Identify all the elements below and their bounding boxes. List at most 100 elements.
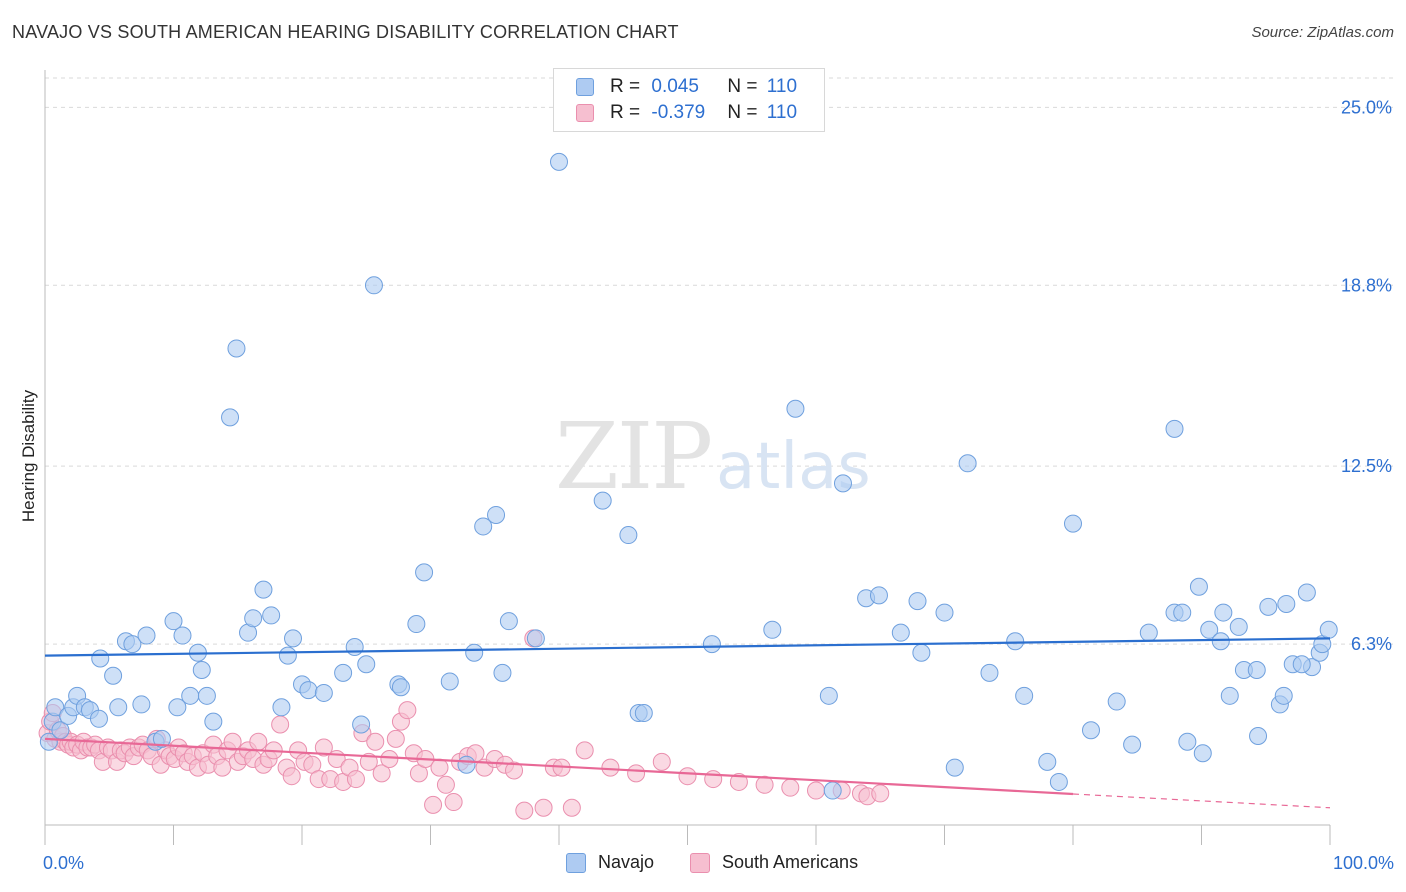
south-americans-point	[755, 775, 774, 794]
navajo-point	[1211, 632, 1230, 651]
south-americans-point	[380, 749, 399, 768]
navajo-point	[819, 686, 838, 705]
navajo-point	[1081, 721, 1100, 740]
south-americans-point	[505, 761, 524, 780]
navajo-point	[278, 646, 297, 665]
navajo-point	[1123, 735, 1142, 754]
south-americans-point	[562, 798, 581, 817]
navajo-point	[1015, 686, 1034, 705]
y-tick-label: 25.0%	[1341, 97, 1392, 117]
navajo-point	[407, 615, 426, 634]
navajo-point	[1277, 594, 1296, 613]
stats-legend: R = 0.045 N = 110 R = -0.379 N = 110	[553, 68, 825, 132]
navajo-point	[227, 339, 246, 358]
navajo-point	[823, 781, 842, 800]
navajo-point	[499, 612, 518, 631]
south-americans-point	[807, 781, 825, 800]
navajo-point	[39, 732, 58, 751]
navajo-point	[152, 729, 171, 748]
south-americans-point	[436, 775, 455, 794]
navajo-point	[1178, 732, 1197, 751]
legend-n-value: 110	[766, 76, 798, 97]
south-americans-point	[386, 729, 405, 748]
south-americans-point	[781, 778, 800, 797]
south-americans-point	[515, 801, 534, 820]
navajo-point	[593, 491, 612, 510]
trend-lines	[44, 637, 1331, 809]
navajo-point	[891, 623, 910, 642]
south-americans-point	[398, 701, 417, 720]
south-americans-point	[372, 764, 391, 783]
navajo-point	[980, 663, 999, 682]
navajo-point	[1064, 514, 1082, 533]
series-south-americans	[38, 629, 890, 820]
navajo-point	[254, 580, 273, 599]
navajo-point	[1200, 620, 1219, 639]
navajo-point	[46, 698, 65, 717]
navajo-point	[550, 152, 568, 171]
navajo-point	[945, 758, 964, 777]
navajo-point	[181, 686, 200, 705]
navajo-point	[869, 586, 888, 605]
navajo-point	[262, 606, 281, 625]
navajo-point	[204, 712, 223, 731]
south-americans-point	[271, 715, 290, 734]
legend-swatch-south-americans	[576, 104, 594, 122]
south-americans-point	[627, 764, 646, 783]
navajo-point	[908, 592, 927, 611]
south-americans-point	[871, 784, 890, 803]
navajo-point	[364, 276, 383, 295]
south-americans-trend-extension	[1072, 793, 1331, 809]
legend-item-navajo[interactable]: Navajo	[566, 852, 654, 873]
navajo-point	[526, 629, 545, 648]
legend-row-south-americans: R = -0.379 N = 110	[576, 101, 797, 125]
x-tick-label: 100.0%	[1333, 853, 1394, 873]
navajo-point	[763, 620, 782, 639]
navajo-point	[345, 638, 364, 657]
navajo-point	[1189, 577, 1208, 596]
legend-r-label: R =	[610, 102, 646, 123]
navajo-point	[619, 526, 638, 545]
south-americans-point	[213, 758, 232, 777]
tick-labels: 6.3% 12.5% 18.8% 25.0% 0.0% 100.0%	[43, 97, 1394, 873]
y-tick-label: 6.3%	[1351, 634, 1392, 654]
navajo-point	[314, 683, 333, 702]
navajo-point	[474, 517, 493, 536]
south-americans-point	[282, 767, 301, 786]
series-navajo	[39, 152, 1338, 800]
legend-r-value: -0.379	[651, 102, 706, 123]
navajo-point	[1173, 603, 1192, 622]
navajo-point	[221, 408, 240, 427]
south-americans-point	[601, 758, 620, 777]
series-legend: Navajo South Americans	[0, 852, 1406, 878]
navajo-point	[415, 563, 434, 582]
legend-n-label: N =	[727, 76, 763, 97]
navajo-point	[1049, 772, 1068, 791]
south-americans-point	[424, 795, 443, 814]
navajo-point	[1229, 617, 1248, 636]
legend-item-south-americans[interactable]: South Americans	[690, 852, 858, 873]
navajo-point	[1259, 597, 1278, 616]
navajo-point	[1107, 692, 1126, 711]
navajo-point	[1249, 727, 1268, 746]
navajo-point	[1319, 620, 1338, 639]
legend-row-navajo: R = 0.045 N = 110	[576, 75, 797, 99]
south-americans-point	[249, 732, 268, 751]
legend-swatch-south-americans	[690, 852, 710, 873]
south-americans-point	[678, 767, 697, 786]
south-americans-point	[366, 732, 385, 751]
south-americans-point	[359, 752, 378, 771]
navajo-point	[702, 635, 721, 654]
navajo-point	[132, 695, 151, 714]
south-americans-point	[729, 772, 748, 791]
legend-r-value: 0.045	[651, 76, 699, 97]
x-tick-label: 0.0%	[43, 853, 84, 873]
navajo-point	[164, 612, 183, 631]
navajo-point	[352, 715, 371, 734]
navajo-point	[457, 755, 476, 774]
navajo-point	[912, 643, 931, 662]
south-americans-point	[223, 732, 242, 751]
navajo-point	[958, 454, 977, 473]
navajo-point	[1220, 686, 1239, 705]
